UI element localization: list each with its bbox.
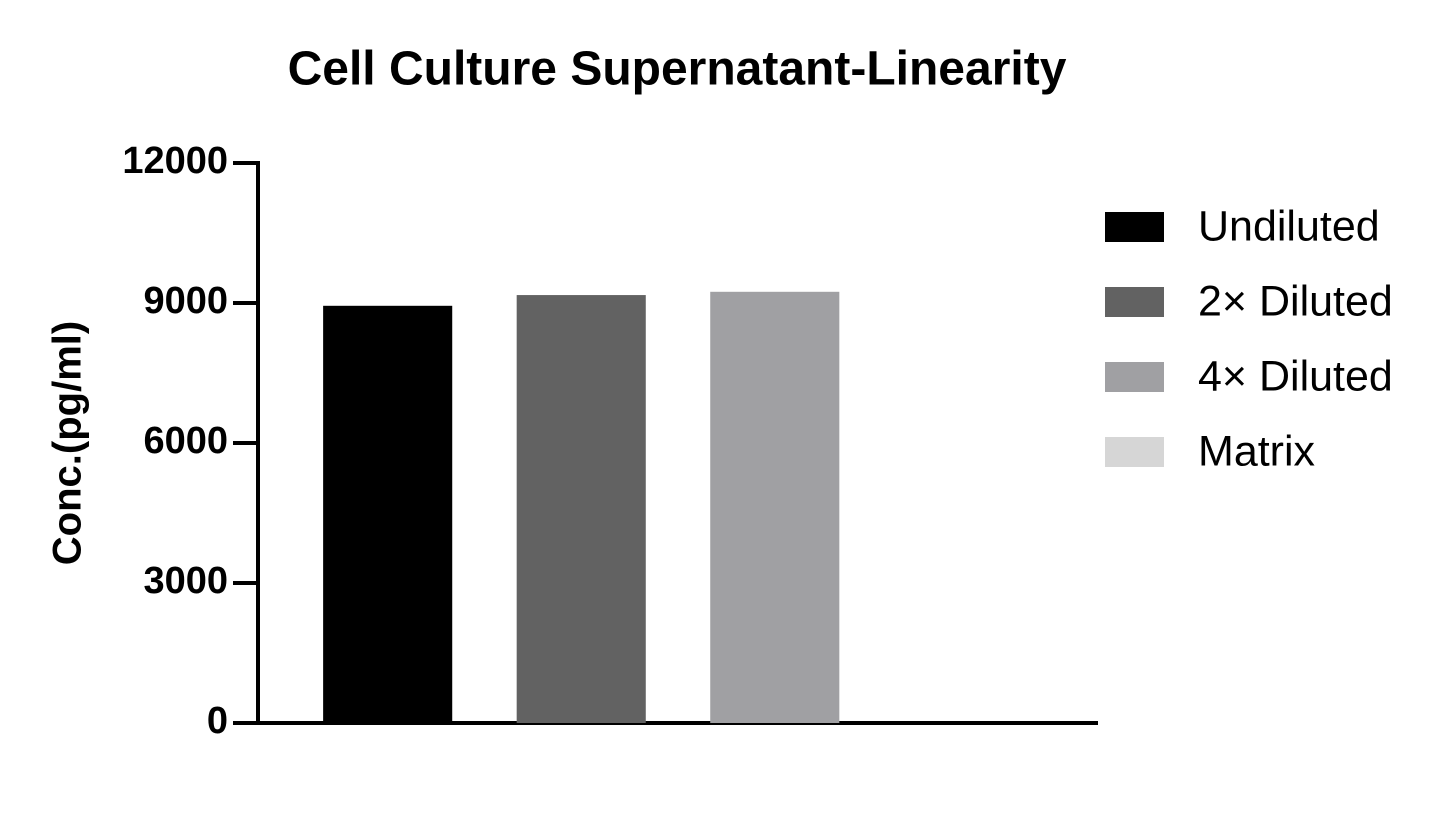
y-tick-label: 12000 (122, 140, 228, 182)
legend-swatch (1105, 437, 1164, 467)
legend-swatch (1105, 212, 1164, 242)
y-tick-label: 9000 (143, 280, 228, 322)
chart-title: Cell Culture Supernatant-Linearity (288, 43, 1067, 96)
y-axis-title: Conc.(pg/ml) (46, 321, 90, 565)
y-tick-label: 6000 (143, 420, 228, 462)
legend-swatch (1105, 287, 1164, 317)
legend-label: 2× Diluted (1198, 277, 1393, 325)
legend-label: Matrix (1198, 427, 1316, 475)
legend-label: Undiluted (1198, 202, 1380, 250)
legend-swatch (1105, 362, 1164, 392)
bar (516, 295, 646, 723)
legend-label: 4× Diluted (1198, 352, 1393, 400)
y-tick-label: 3000 (143, 560, 228, 602)
bar (323, 305, 453, 723)
bar (710, 291, 840, 723)
y-tick-label: 0 (207, 700, 228, 742)
